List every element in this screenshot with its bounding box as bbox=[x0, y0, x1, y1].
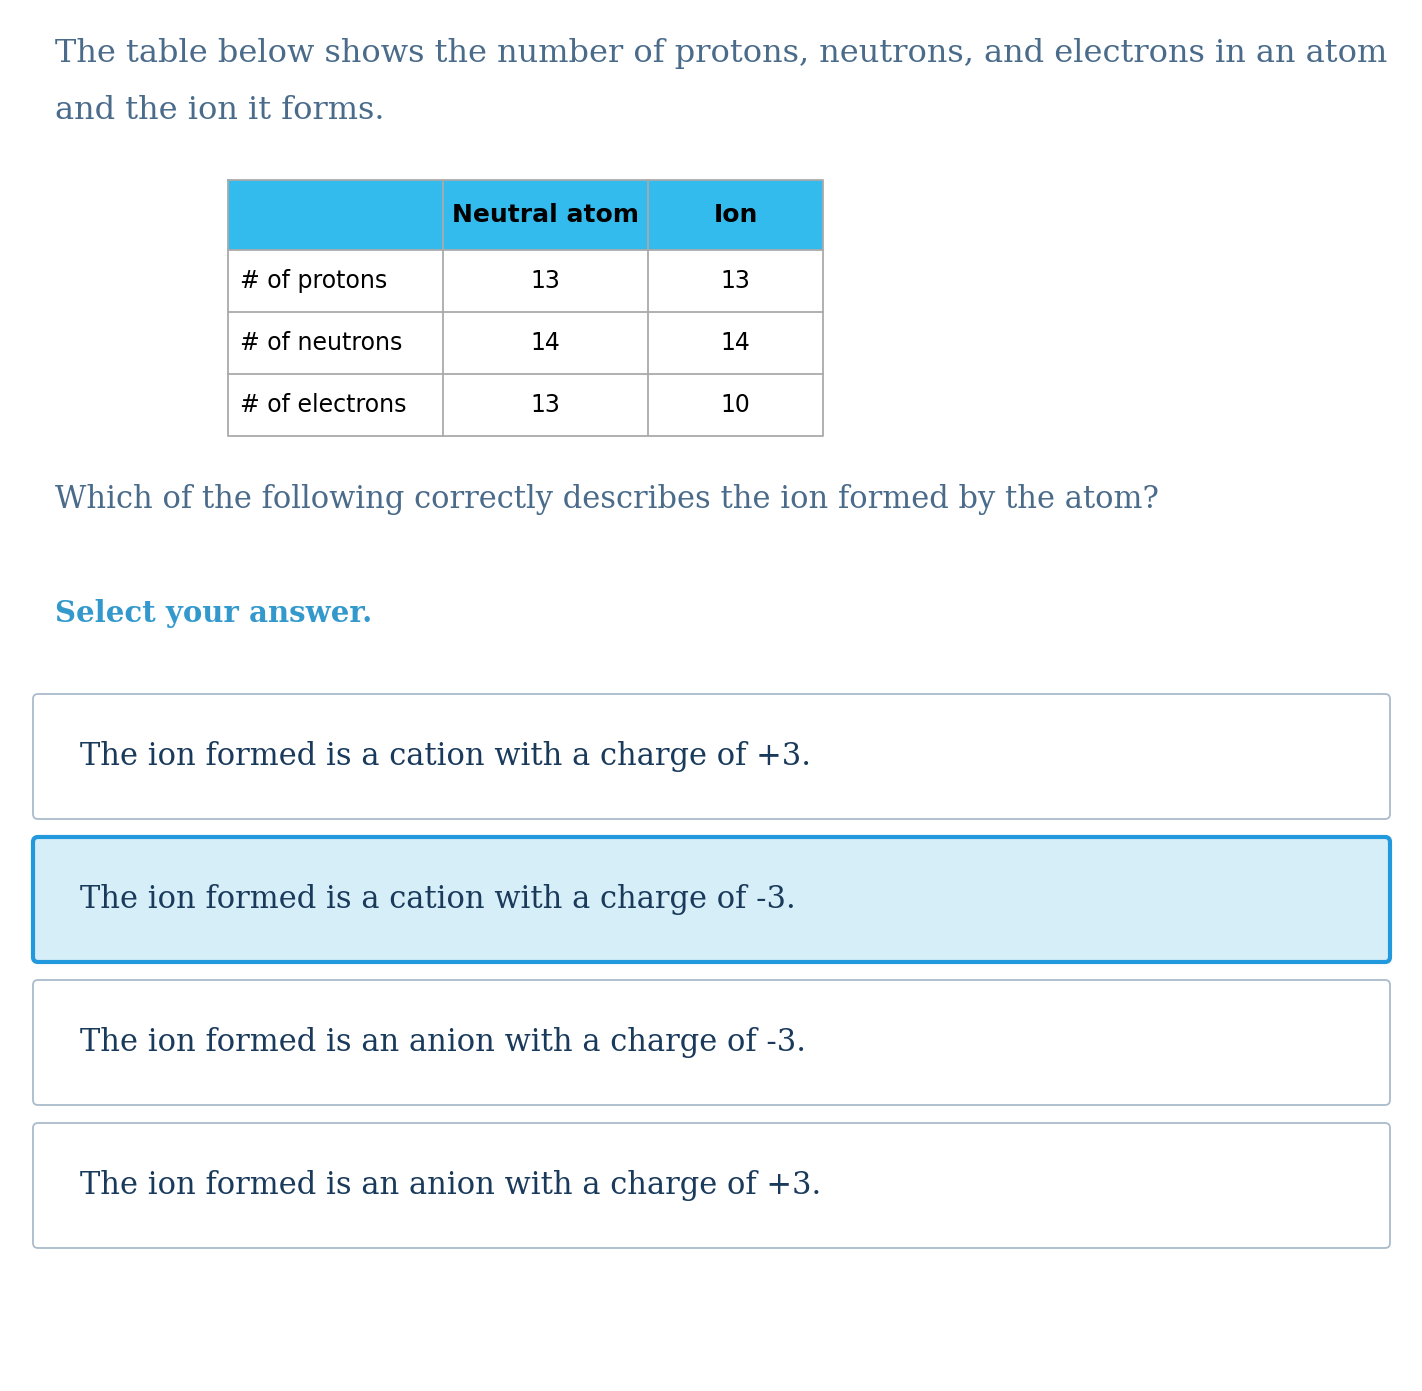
Text: Which of the following correctly describes the ion formed by the atom?: Which of the following correctly describ… bbox=[55, 484, 1159, 515]
Text: The ion formed is a cation with a charge of -3.: The ion formed is a cation with a charge… bbox=[80, 885, 796, 915]
Text: The ion formed is a cation with a charge of +3.: The ion formed is a cation with a charge… bbox=[80, 741, 811, 772]
Text: 13: 13 bbox=[530, 268, 560, 294]
Text: 14: 14 bbox=[721, 331, 751, 355]
Text: 10: 10 bbox=[721, 394, 751, 417]
FancyBboxPatch shape bbox=[228, 312, 823, 374]
FancyBboxPatch shape bbox=[228, 374, 823, 435]
FancyBboxPatch shape bbox=[228, 179, 823, 250]
FancyBboxPatch shape bbox=[33, 837, 1389, 963]
FancyBboxPatch shape bbox=[33, 694, 1389, 819]
Text: 14: 14 bbox=[530, 331, 560, 355]
Text: The ion formed is an anion with a charge of +3.: The ion formed is an anion with a charge… bbox=[80, 1170, 822, 1200]
Text: 13: 13 bbox=[721, 268, 751, 294]
Text: Select your answer.: Select your answer. bbox=[55, 600, 373, 627]
FancyBboxPatch shape bbox=[33, 981, 1389, 1104]
Text: Neutral atom: Neutral atom bbox=[452, 203, 638, 227]
Text: 13: 13 bbox=[530, 394, 560, 417]
Text: # of protons: # of protons bbox=[240, 268, 387, 294]
Text: # of neutrons: # of neutrons bbox=[240, 331, 402, 355]
Text: The ion formed is an anion with a charge of -3.: The ion formed is an anion with a charge… bbox=[80, 1027, 806, 1059]
Text: Ion: Ion bbox=[714, 203, 758, 227]
FancyBboxPatch shape bbox=[33, 1123, 1389, 1248]
Text: and the ion it forms.: and the ion it forms. bbox=[55, 95, 384, 127]
Text: The table below shows the number of protons, neutrons, and electrons in an atom: The table below shows the number of prot… bbox=[55, 38, 1388, 70]
FancyBboxPatch shape bbox=[228, 250, 823, 312]
Text: # of electrons: # of electrons bbox=[240, 394, 407, 417]
